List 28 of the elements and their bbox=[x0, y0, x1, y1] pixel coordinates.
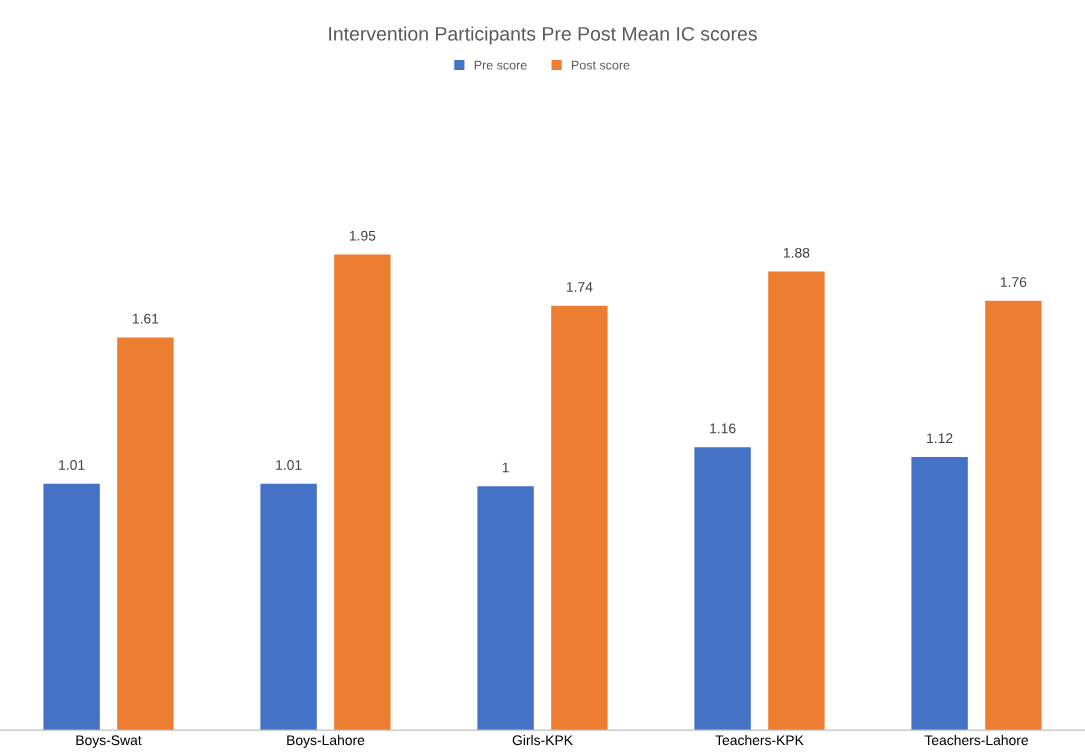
x-tick-label: Boys-Lahore bbox=[287, 734, 365, 748]
data-label: 1.01 bbox=[276, 460, 302, 470]
bar bbox=[768, 271, 825, 731]
x-tick-label: Girls-KPK bbox=[512, 734, 573, 746]
data-label: 1.01 bbox=[59, 460, 85, 470]
bar bbox=[117, 337, 174, 731]
data-label: 1 bbox=[502, 462, 509, 473]
data-label: 1.12 bbox=[927, 433, 953, 443]
chart-title: Intervention Participants Pre Post Mean IC scores bbox=[329, 26, 757, 45]
x-tick-label: Boys-Swat bbox=[76, 735, 142, 748]
bar bbox=[911, 456, 968, 731]
data-label: 1.74 bbox=[566, 282, 593, 292]
x-tick-label: Teachers-KPK bbox=[715, 734, 804, 746]
legend-label: Pre score bbox=[474, 60, 527, 70]
bar bbox=[694, 447, 751, 731]
bar bbox=[477, 486, 534, 731]
x-tick-label: Teachers-Lahore bbox=[924, 734, 1028, 746]
data-label: 1.61 bbox=[132, 313, 159, 324]
bar bbox=[334, 254, 391, 731]
data-label: 1.95 bbox=[349, 230, 376, 241]
data-label: 1.76 bbox=[1000, 277, 1027, 287]
bar bbox=[985, 300, 1042, 731]
bar bbox=[551, 305, 608, 731]
bar bbox=[43, 483, 100, 731]
data-label: 1.16 bbox=[710, 423, 736, 434]
data-label: 1.88 bbox=[783, 247, 810, 258]
legend-label: Post score bbox=[572, 60, 630, 70]
bar bbox=[260, 483, 317, 731]
